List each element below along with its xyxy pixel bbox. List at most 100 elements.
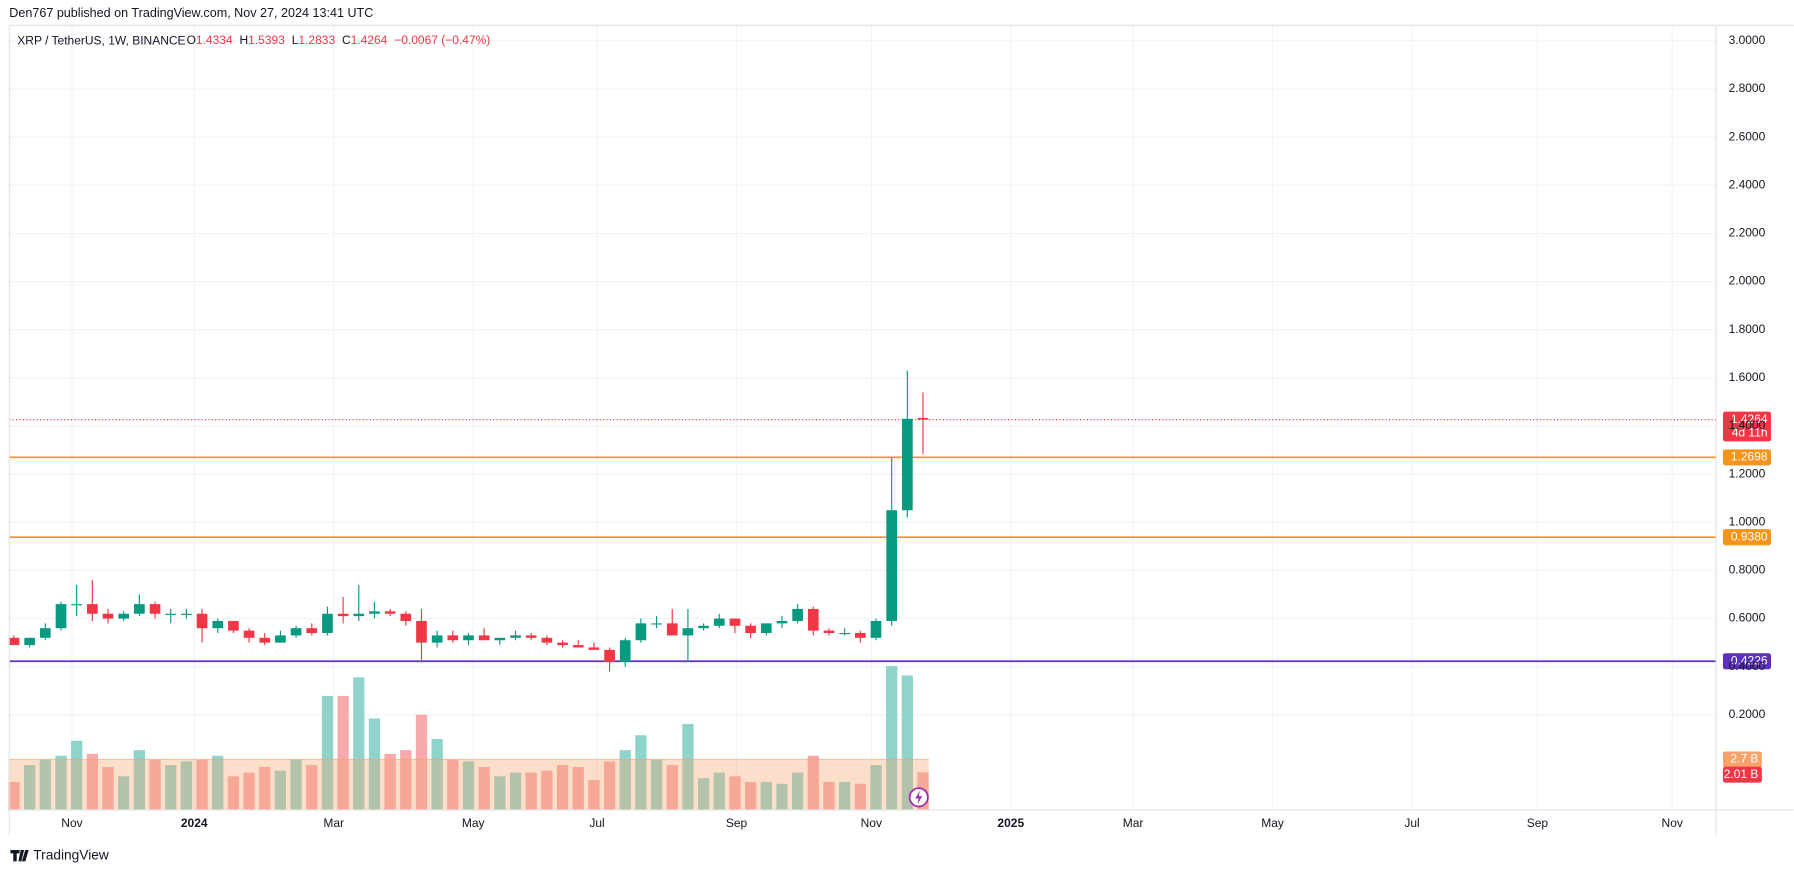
candle-body: [635, 623, 647, 641]
candle-body: [604, 649, 615, 662]
volume-bar: [447, 759, 459, 810]
legend-value: 1.4334: [196, 33, 233, 47]
volume-ma-area: [8, 759, 929, 810]
axes: 0.2000 0.4000 0.6000 0.8000 1.0000 1.2000 1.40…: [61, 33, 1765, 830]
volume-bar: [353, 677, 365, 810]
candle-body: [102, 613, 114, 619]
x-tick-label: Sep: [1527, 816, 1549, 830]
x-tick-label: May: [1261, 816, 1284, 830]
volume-bar: [321, 695, 334, 810]
candle-body: [353, 613, 365, 617]
x-tick-label: Nov: [61, 816, 82, 830]
candle-body: [651, 623, 662, 625]
volume-bar: [729, 776, 741, 810]
volume-bar: [431, 738, 443, 810]
alert-icon[interactable]: [908, 787, 929, 808]
volume-bar: [24, 765, 36, 810]
volume-bar: [71, 740, 83, 810]
volume-bar: [525, 772, 537, 810]
candle-body: [416, 620, 427, 643]
candle-body: [792, 608, 803, 621]
volume-bar: [384, 753, 396, 810]
volume-bar: [478, 766, 490, 810]
y-tick-label: 0.6000: [1729, 611, 1766, 625]
candle-body: [39, 628, 51, 638]
volume-bar: [494, 776, 506, 810]
volume-bar: [274, 770, 287, 810]
legend-key: L: [292, 33, 299, 47]
x-tick-label: 2025: [997, 816, 1024, 830]
volume-bar: [227, 776, 240, 810]
volume-bar: [259, 766, 271, 810]
level-label: 0.9380: [1731, 529, 1768, 543]
publisher-note: Den767 published on TradingView.com, Nov…: [9, 6, 373, 20]
y-tick-label: 2.0000: [1729, 274, 1766, 288]
candle-body: [228, 620, 239, 631]
volume-bar: [823, 781, 835, 810]
candle-body: [698, 625, 709, 629]
volume-bar: [870, 765, 882, 810]
grid: [9, 25, 1717, 810]
candle-body: [337, 613, 349, 617]
level-label-bg: [1722, 653, 1771, 670]
x-tick-label: Nov: [1662, 816, 1683, 830]
volume-bar: [619, 750, 631, 810]
ohlc-values: O1.4334 H1.5393 L1.2833 C1.4264 −0.0067 (−0.…: [187, 33, 491, 47]
y-tick-label: 2.2000: [1729, 226, 1766, 240]
volume-bar: [807, 755, 819, 810]
volume-bar: [86, 753, 98, 810]
volume-bar: [556, 765, 569, 810]
candle-body: [776, 620, 788, 624]
y-tick-label: 0.8000: [1729, 563, 1766, 577]
legend-value: 1.4264: [351, 33, 388, 47]
y-tick-label: 2.4000: [1729, 177, 1766, 191]
candle-body: [165, 613, 177, 615]
brand: TradingView: [33, 847, 109, 862]
level-label: 0.4226: [1731, 653, 1768, 667]
candle-body: [572, 645, 584, 648]
candle-body: [494, 637, 506, 641]
y-tick-label: 1.6000: [1729, 370, 1766, 384]
candle-body: [713, 618, 725, 626]
candle-body: [855, 633, 866, 638]
candle-body: [886, 510, 898, 621]
volume-bar: [133, 750, 146, 810]
candle-body: [682, 628, 694, 636]
volume-bar: [212, 755, 224, 810]
candle-body: [431, 635, 443, 643]
ohlc-legend: O1.4334 H1.5393 L1.2833 C1.4264 −0.0067 (−0.…: [187, 33, 491, 47]
candle-body: [917, 417, 929, 420]
volume-bar: [713, 772, 725, 810]
candle-body: [745, 625, 756, 634]
brand-logo: TradingView: [10, 847, 109, 862]
volume-label: 2.01 B: [1724, 767, 1759, 781]
candle-body: [87, 604, 98, 614]
candle-body: [478, 635, 490, 641]
candle-body: [306, 628, 318, 634]
candle-body: [369, 611, 380, 614]
volume-bar: [791, 772, 804, 810]
candle-body: [8, 637, 20, 646]
x-tick-label: May: [462, 816, 485, 830]
candle-body: [71, 604, 82, 606]
x-tick-label: Jul: [1404, 816, 1419, 830]
y-tick-label: 1.2000: [1729, 466, 1766, 480]
y-tick-label: 2.8000: [1729, 81, 1766, 95]
volume-label: 2.7 B: [1730, 752, 1758, 766]
volume-bar: [635, 735, 647, 810]
candle-body: [196, 613, 208, 629]
candle-body: [463, 635, 474, 641]
candle-body: [510, 635, 521, 638]
countdown: 4d 11h: [1732, 426, 1768, 440]
legend-change: −0.0067 (−0.47%): [394, 33, 490, 47]
candle-body: [290, 628, 302, 636]
volume-bar: [415, 714, 428, 810]
x-tick-label: Mar: [1123, 816, 1144, 830]
candle-body: [823, 630, 835, 634]
volume-bar: [462, 761, 475, 810]
volume-bar: [839, 781, 851, 810]
volume-bar: [337, 695, 349, 810]
